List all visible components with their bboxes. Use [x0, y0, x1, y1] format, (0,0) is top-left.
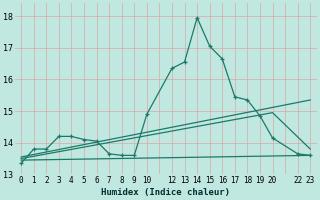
- X-axis label: Humidex (Indice chaleur): Humidex (Indice chaleur): [101, 188, 230, 197]
